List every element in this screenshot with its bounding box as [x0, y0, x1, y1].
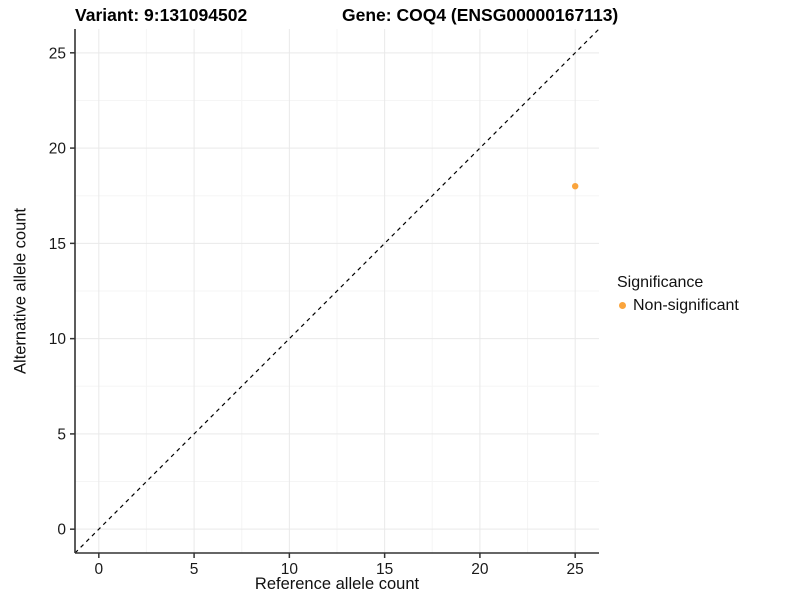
- identity-line: [74, 28, 600, 554]
- legend-item-label: Non-significant: [633, 297, 739, 314]
- y-tick-label: 25: [49, 45, 66, 62]
- variant-title: Variant: 9:131094502: [75, 5, 248, 25]
- legend-item: Non-significant: [617, 296, 739, 315]
- x-tick-label: 0: [95, 561, 104, 578]
- y-tick-label: 5: [57, 426, 66, 443]
- legend-title: Significance: [617, 274, 704, 291]
- x-tick-label: 5: [190, 561, 199, 578]
- y-tick-label: 15: [49, 236, 66, 253]
- x-axis-title: Reference allele count: [254, 575, 420, 593]
- x-tick-label: 25: [567, 561, 584, 578]
- x-tick-label: 10: [281, 561, 299, 578]
- y-tick-label: 0: [57, 522, 66, 539]
- x-tick-label: 20: [471, 561, 489, 578]
- data-point[interactable]: [571, 183, 579, 190]
- x-tick-label: 15: [376, 561, 393, 578]
- y-axis-title: Alternative allele count: [11, 207, 30, 375]
- gene-title: Gene: COQ4 (ENSG00000167113): [342, 5, 619, 25]
- legend: Significance Non-significant: [617, 273, 739, 315]
- y-tick-label: 10: [49, 331, 67, 348]
- legend-key-dot-icon: [619, 302, 626, 309]
- y-tick-label: 20: [49, 141, 67, 158]
